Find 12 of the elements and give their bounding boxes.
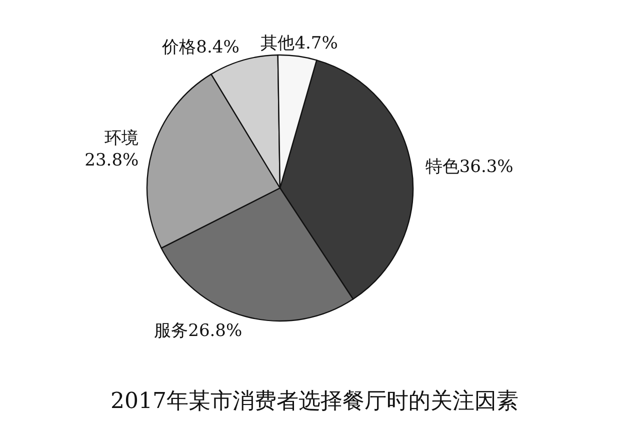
pie-slice: [160, 187, 354, 322]
slice-label: 特色36.3%: [425, 156, 514, 177]
text: 2017年某市消费者选择餐厅时的关注因素: [110, 389, 518, 414]
data-label: 23.8%: [84, 150, 139, 170]
pie-slice: [146, 74, 281, 249]
slice-label: 服务26.8%: [154, 321, 242, 342]
pie-slice: [279, 60, 414, 300]
pie-slice: [210, 54, 281, 189]
slice-label: 价格8.4%: [161, 38, 240, 58]
slice-label: 其他4.7%: [260, 33, 338, 54]
slice-label: 环境: [104, 128, 139, 148]
pie-slice: [277, 54, 318, 189]
